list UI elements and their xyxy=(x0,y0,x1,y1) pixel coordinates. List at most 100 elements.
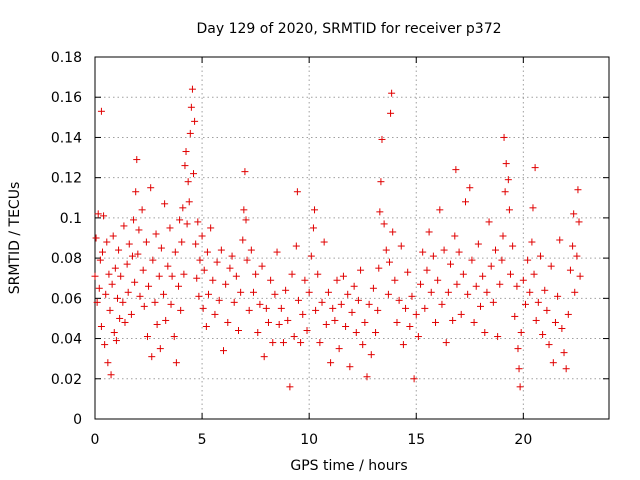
data-point xyxy=(252,270,260,278)
data-point xyxy=(243,256,251,264)
data-point xyxy=(193,274,201,282)
data-point xyxy=(574,186,582,194)
data-point xyxy=(132,188,140,196)
data-point xyxy=(515,365,523,373)
data-point xyxy=(175,282,183,290)
data-point xyxy=(452,166,460,174)
data-point xyxy=(324,288,332,296)
data-point xyxy=(249,288,257,296)
data-point xyxy=(239,236,247,244)
data-point xyxy=(549,359,557,367)
data-point xyxy=(474,240,482,248)
data-point xyxy=(155,272,163,280)
data-point xyxy=(102,290,110,298)
data-point xyxy=(499,232,507,240)
data-point xyxy=(547,262,555,270)
data-point xyxy=(575,218,583,226)
data-point xyxy=(167,300,175,308)
data-point xyxy=(410,375,418,383)
data-point xyxy=(514,345,522,353)
data-point xyxy=(462,198,470,206)
data-point xyxy=(432,318,440,326)
data-point xyxy=(440,246,448,254)
data-point xyxy=(501,188,509,196)
y-axis-ticks: 0 0.02 0.04 0.06 0.08 0.1 0.12 0.14 0.16 0.18 xyxy=(51,50,609,428)
data-point xyxy=(254,329,262,337)
chart-title: Day 129 of 2020, SRMTID for receiver p37… xyxy=(196,21,501,37)
data-point xyxy=(449,316,457,324)
data-point xyxy=(402,304,410,312)
data-point xyxy=(524,256,532,264)
data-point xyxy=(119,298,127,306)
data-point xyxy=(200,266,208,274)
data-point xyxy=(170,333,178,341)
data-point xyxy=(190,170,198,178)
data-point xyxy=(230,298,238,306)
data-point xyxy=(241,168,249,176)
data-point xyxy=(457,310,465,318)
data-point xyxy=(134,250,142,258)
data-point xyxy=(429,252,437,260)
x-tick-label: 10 xyxy=(300,432,318,448)
data-point xyxy=(320,238,328,246)
y-tick-label: 0.06 xyxy=(51,291,82,307)
data-point xyxy=(242,216,250,224)
data-point xyxy=(168,272,176,280)
data-point xyxy=(106,306,114,314)
data-point xyxy=(472,282,480,290)
data-point xyxy=(179,204,187,212)
data-point xyxy=(162,316,170,324)
x-tick-label: 20 xyxy=(514,432,532,448)
x-tick-label: 5 xyxy=(198,432,207,448)
data-point xyxy=(393,318,401,326)
data-point xyxy=(258,262,266,270)
data-point xyxy=(288,270,296,278)
data-point xyxy=(532,316,540,324)
data-point xyxy=(267,276,275,284)
data-point xyxy=(468,256,476,264)
data-point xyxy=(98,248,106,256)
data-point xyxy=(93,298,101,306)
data-point xyxy=(91,272,99,280)
data-point xyxy=(185,198,193,206)
data-point xyxy=(309,224,317,232)
y-tick-label: 0.18 xyxy=(51,50,82,66)
data-point xyxy=(329,304,337,312)
data-point xyxy=(156,345,164,353)
data-point xyxy=(247,246,255,254)
data-point xyxy=(556,236,564,244)
data-point xyxy=(434,276,442,284)
data-point xyxy=(111,264,119,272)
data-point xyxy=(177,306,185,314)
data-point xyxy=(318,298,326,306)
data-point xyxy=(453,280,461,288)
data-point xyxy=(571,288,579,296)
y-tick-label: 0.14 xyxy=(51,130,82,146)
data-point xyxy=(314,270,322,278)
data-point xyxy=(404,268,412,276)
data-point xyxy=(455,248,463,256)
data-point xyxy=(470,318,478,326)
data-point xyxy=(322,320,330,328)
data-point xyxy=(419,248,427,256)
data-point xyxy=(181,162,189,170)
data-point xyxy=(164,262,172,270)
data-point xyxy=(505,206,513,214)
data-point xyxy=(491,246,499,254)
data-point xyxy=(166,224,174,232)
data-points xyxy=(91,85,584,391)
data-point xyxy=(120,222,128,230)
data-point xyxy=(269,339,277,347)
data-point xyxy=(438,300,446,308)
data-point xyxy=(337,300,345,308)
data-point xyxy=(188,85,196,93)
data-point xyxy=(286,383,294,391)
data-point xyxy=(382,246,390,254)
data-point xyxy=(374,306,382,314)
data-point xyxy=(240,206,248,214)
data-point xyxy=(444,288,452,296)
data-point xyxy=(541,286,549,294)
data-point xyxy=(408,292,416,300)
data-point xyxy=(361,318,369,326)
y-tick-label: 0.04 xyxy=(51,332,82,348)
